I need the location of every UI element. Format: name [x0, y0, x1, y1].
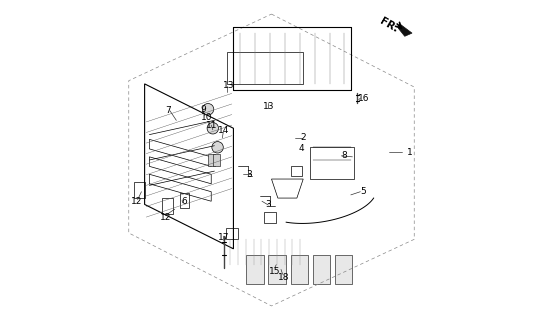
- Polygon shape: [268, 255, 286, 284]
- Polygon shape: [291, 255, 308, 284]
- Text: 17: 17: [218, 233, 230, 242]
- Text: 6: 6: [181, 197, 187, 206]
- Text: 14: 14: [218, 126, 229, 135]
- Text: 7: 7: [166, 106, 171, 115]
- Text: 13: 13: [223, 81, 235, 90]
- Text: 15: 15: [269, 267, 280, 276]
- Bar: [180, 193, 189, 208]
- Text: 12: 12: [160, 212, 171, 222]
- Bar: [162, 198, 173, 214]
- Polygon shape: [246, 255, 263, 284]
- Bar: [208, 154, 215, 166]
- Text: 13: 13: [263, 101, 274, 111]
- Text: 16: 16: [358, 94, 369, 103]
- Text: 12: 12: [131, 197, 142, 206]
- Text: 4: 4: [299, 144, 305, 153]
- Circle shape: [203, 104, 214, 115]
- Bar: [213, 154, 220, 166]
- Bar: [134, 182, 144, 198]
- Text: 5: 5: [361, 187, 367, 196]
- Polygon shape: [149, 140, 211, 166]
- Text: 9: 9: [200, 105, 206, 114]
- Polygon shape: [399, 24, 412, 36]
- Text: FR.: FR.: [378, 16, 400, 34]
- Text: 8: 8: [342, 151, 348, 160]
- Text: 2: 2: [300, 133, 306, 142]
- Text: 3: 3: [266, 200, 271, 209]
- Text: 1: 1: [407, 148, 412, 156]
- Circle shape: [212, 142, 223, 153]
- Text: 10: 10: [201, 113, 212, 122]
- Text: 18: 18: [278, 273, 289, 282]
- Text: 11: 11: [205, 121, 217, 130]
- Polygon shape: [335, 255, 352, 284]
- Polygon shape: [149, 157, 211, 184]
- Circle shape: [207, 123, 218, 134]
- Text: 3: 3: [247, 170, 252, 179]
- Polygon shape: [313, 255, 330, 284]
- Polygon shape: [149, 174, 211, 201]
